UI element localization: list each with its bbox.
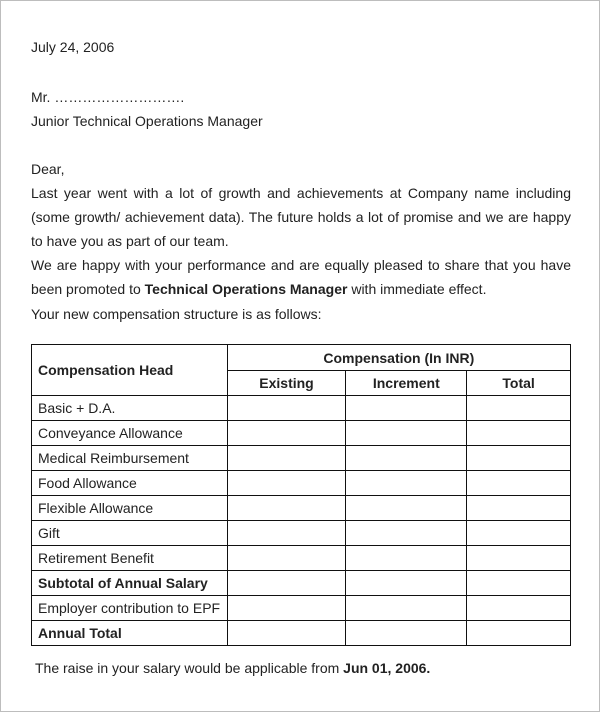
cell-existing <box>226 395 347 421</box>
paragraph-growth: Last year went with a lot of growth and … <box>31 185 571 250</box>
cell-total <box>466 445 571 471</box>
cell-existing <box>226 620 347 646</box>
cell-total <box>466 545 571 571</box>
cell-existing <box>226 445 347 471</box>
compensation-table: Compensation Head Compensation (In INR) … <box>31 344 572 646</box>
cell-total <box>466 520 571 546</box>
new-position: Technical Operations Manager <box>144 281 348 298</box>
cell-existing <box>226 470 347 496</box>
cell-increment <box>345 445 468 471</box>
table-row: Food Allowance <box>31 470 571 496</box>
cell-existing <box>226 570 347 596</box>
row-label: Annual Total <box>31 620 228 646</box>
cell-total <box>466 495 571 521</box>
table-row: Subtotal of Annual Salary <box>31 570 571 596</box>
cell-total <box>466 395 571 421</box>
salutation: Dear, <box>31 161 65 177</box>
cell-increment <box>345 570 468 596</box>
cell-total <box>466 570 571 596</box>
cell-increment <box>345 545 468 571</box>
applicable-date: Jun 01, 2006. <box>343 660 431 676</box>
row-label: Conveyance Allowance <box>31 420 228 446</box>
cell-existing <box>226 420 347 446</box>
row-label: Subtotal of Annual Salary <box>31 570 228 596</box>
cell-total <box>466 595 571 621</box>
cell-increment <box>345 620 468 646</box>
header-compensation-head: Compensation Head <box>31 344 228 396</box>
cell-increment <box>345 520 468 546</box>
table-row: Flexible Allowance <box>31 495 571 521</box>
applicable-date-note: The raise in your salary would be applic… <box>35 660 431 676</box>
row-label: Food Allowance <box>31 470 228 496</box>
row-label: Flexible Allowance <box>31 495 228 521</box>
cell-increment <box>345 495 468 521</box>
letter-date: July 24, 2006 <box>31 39 115 55</box>
paragraph-structure: Your new compensation structure is as fo… <box>31 306 322 322</box>
cell-total <box>466 470 571 496</box>
cell-existing <box>226 595 347 621</box>
header-increment: Increment <box>345 370 468 396</box>
table-row: Basic + D.A. <box>31 395 571 421</box>
cell-increment <box>345 470 468 496</box>
table-row: Annual Total <box>31 620 571 646</box>
cell-increment <box>345 395 468 421</box>
cell-total <box>466 420 571 446</box>
cell-existing <box>226 495 347 521</box>
row-label: Retirement Benefit <box>31 545 228 571</box>
cell-existing <box>226 520 347 546</box>
row-label: Medical Reimbursement <box>31 445 228 471</box>
row-label: Employer contribution to EPF <box>31 595 228 621</box>
table-row: Medical Reimbursement <box>31 445 571 471</box>
header-total: Total <box>466 370 571 396</box>
row-label: Basic + D.A. <box>31 395 228 421</box>
cell-existing <box>226 545 347 571</box>
recipient-title: Junior Technical Operations Manager <box>31 113 263 129</box>
table-row: Gift <box>31 520 571 546</box>
header-existing: Existing <box>226 370 347 396</box>
table-row: Employer contribution to EPF <box>31 595 571 621</box>
cell-increment <box>345 595 468 621</box>
table-row: Retirement Benefit <box>31 545 571 571</box>
cell-total <box>466 620 571 646</box>
header-compensation-group: Compensation (In INR) <box>226 344 572 371</box>
paragraph-promotion: We are happy with your performance and a… <box>31 257 571 298</box>
table-row: Conveyance Allowance <box>31 420 571 446</box>
cell-increment <box>345 420 468 446</box>
recipient-name: Mr. ………………………. <box>31 89 185 105</box>
row-label: Gift <box>31 520 228 546</box>
